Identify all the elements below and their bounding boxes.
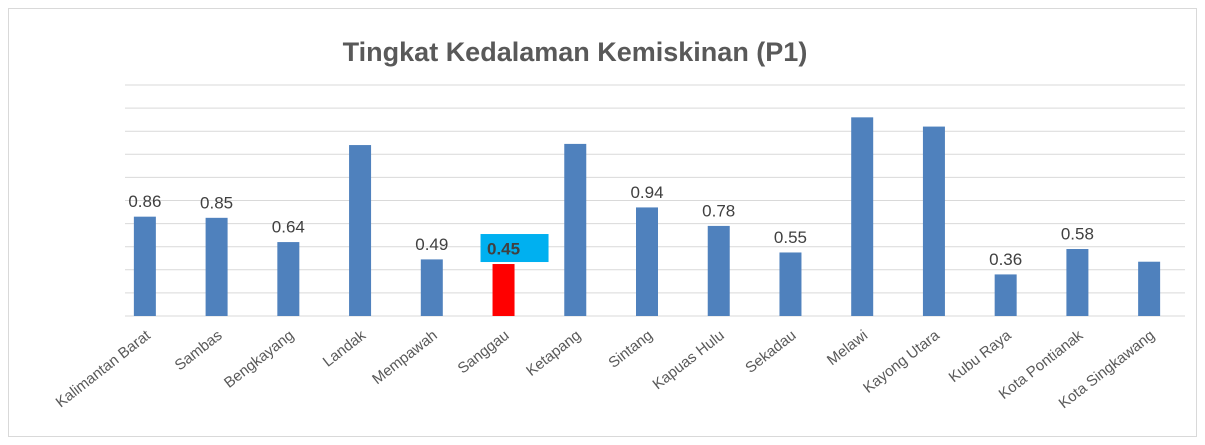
bar [205,217,228,316]
bar [349,145,372,316]
bar [994,274,1017,316]
data-label: 0.86 [128,192,161,211]
data-label: 0.36 [989,250,1022,269]
label-highlight [480,234,549,263]
data-label: 0.58 [1061,224,1094,243]
data-label: 0.85 [200,193,233,212]
data-label: 0.49 [415,235,448,254]
bar [851,117,874,316]
data-label: 0.45 [487,240,520,259]
bar [707,225,730,316]
data-label: 0.78 [702,201,735,220]
data-label: 0.55 [774,228,807,247]
bar [1066,249,1089,316]
bar [133,216,156,316]
data-label: 0.94 [630,183,663,202]
chart-title: Tingkat Kedalaman Kemiskinan (P1) [343,37,808,67]
bar [277,242,300,316]
bar [922,126,945,316]
data-label: 0.64 [272,218,305,237]
bar [564,143,587,316]
bar [420,259,443,316]
bar [492,264,515,316]
bar [636,207,658,316]
bar [1138,261,1161,316]
bar [779,252,802,316]
